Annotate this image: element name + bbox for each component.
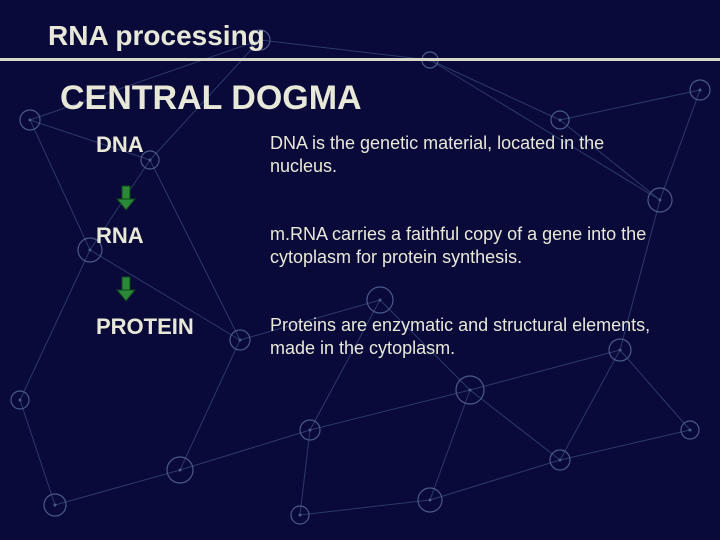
row-desc-dna: DNA is the genetic material, located in …	[270, 132, 660, 177]
row-desc-rna: m.RNA carries a faithful copy of a gene …	[270, 223, 660, 268]
slide-title: RNA processing	[0, 20, 720, 58]
dogma-grid: DNA DNA is the genetic material, located…	[0, 132, 720, 359]
slide-content: RNA processing CENTRAL DOGMA DNA DNA is …	[0, 0, 720, 540]
spacer	[270, 185, 660, 215]
row-label-protein: PROTEIN	[96, 314, 246, 340]
row-label-dna: DNA	[96, 132, 246, 158]
row-desc-protein: Proteins are enzymatic and structural el…	[270, 314, 660, 359]
row-label-rna: RNA	[96, 223, 246, 249]
down-arrow-icon	[116, 185, 136, 211]
arrow-rna-to-protein	[96, 276, 246, 306]
slide-heading: CENTRAL DOGMA	[0, 61, 720, 132]
down-arrow-icon	[116, 276, 136, 302]
arrow-dna-to-rna	[96, 185, 246, 215]
spacer	[270, 276, 660, 306]
